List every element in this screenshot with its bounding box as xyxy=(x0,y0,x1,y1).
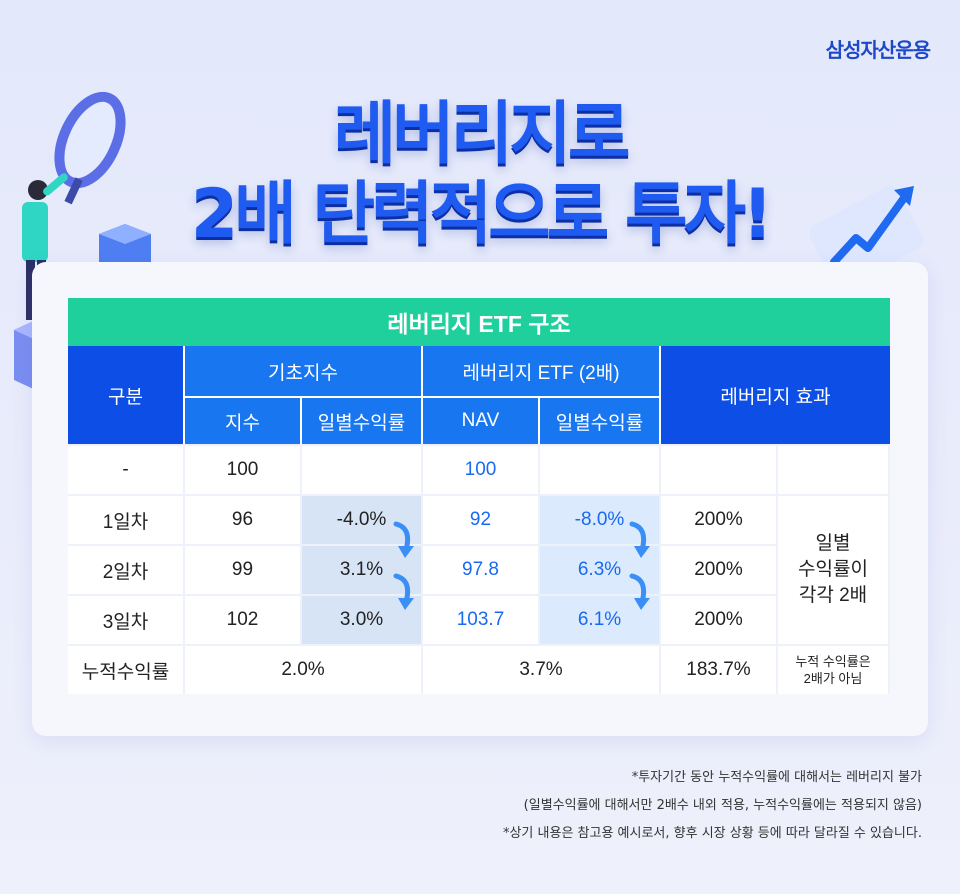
index-daily-return: 3.0% xyxy=(302,594,423,644)
effect-note-empty xyxy=(778,444,890,494)
row-label: 1일차 xyxy=(68,494,185,544)
header-daily-return-etf: 일별수익률 xyxy=(540,396,661,444)
headline-line1: 레버리지로 xyxy=(333,95,631,174)
footnote-3: *상기 내용은 참고용 예시로서, 향후 시장 상황 등에 따라 달라질 수 있… xyxy=(502,826,922,841)
cumulative-label: 누적수익률 xyxy=(68,644,185,694)
curved-arrow-icon xyxy=(393,521,414,558)
footnote-2: (일별수익률에 대해서만 2배수 내외 적용, 누적수익률에는 적용되지 않음) xyxy=(523,798,922,813)
index-daily-return: 3.1% xyxy=(302,544,423,594)
row-label: - xyxy=(68,444,185,494)
brand-logo: 삼성자산운용 xyxy=(825,38,931,62)
nav-value: 100 xyxy=(423,444,540,494)
curved-arrow-icon xyxy=(629,573,650,610)
table-row: - 100 100 xyxy=(68,444,890,494)
row-label: 3일차 xyxy=(68,594,185,644)
leverage-effect: 200% xyxy=(661,494,778,544)
daily-note-line: 수익률이 xyxy=(798,559,868,580)
headline-line2: 2배 탄력적으로 투자! xyxy=(190,175,773,254)
cumulative-etf: 3.7% xyxy=(423,644,661,694)
nav-daily-return xyxy=(540,444,661,494)
daily-note-line: 각각 2배 xyxy=(798,585,868,606)
footnote-1: *투자기간 동안 누적수익률에 대해서는 레버리지 불가 xyxy=(631,770,922,785)
leverage-effect: 200% xyxy=(661,544,778,594)
cumulative-effect: 183.7% xyxy=(661,644,778,694)
cumulative-note: 누적 수익률은 2배가 아님 xyxy=(778,644,890,694)
header-index: 지수 xyxy=(185,396,302,444)
leverage-effect: 200% xyxy=(661,594,778,644)
index-daily-return: -4.0% xyxy=(302,494,423,544)
nav-value: 103.7 xyxy=(423,594,540,644)
leverage-effect xyxy=(661,444,778,494)
daily-note-line: 일별 xyxy=(815,533,851,554)
index-value: 102 xyxy=(185,594,302,644)
index-value: 96 xyxy=(185,494,302,544)
header-daily-return: 일별수익률 xyxy=(302,396,423,444)
header-leverage-etf: 레버리지 ETF (2배) xyxy=(423,346,661,396)
curved-arrow-icon xyxy=(629,521,650,558)
nav-daily-return: 6.1% xyxy=(540,594,661,644)
table-title: 레버리지 ETF 구조 xyxy=(68,298,890,346)
header-leverage-effect: 레버리지 효과 xyxy=(661,346,890,444)
cumulative-note-line: 2배가 아님 xyxy=(803,671,863,686)
header-nav: NAV xyxy=(423,396,540,444)
daily-return-note: 일별 수익률이 각각 2배 xyxy=(778,494,890,644)
nav-value: 92 xyxy=(423,494,540,544)
table-row: 1일차 96 -4.0% 92 -8.0% 200% 일별 수익률이 각각 2배 xyxy=(68,494,890,644)
index-value: 100 xyxy=(185,444,302,494)
curved-arrow-icon xyxy=(393,573,414,610)
nav-value: 97.8 xyxy=(423,544,540,594)
index-daily-return xyxy=(302,444,423,494)
table-row: 3일차 102 3.0% 103.7 6.1% 200% xyxy=(68,594,890,644)
header-base-index: 기초지수 xyxy=(185,346,423,396)
row-label: 2일차 xyxy=(68,544,185,594)
cumulative-row: 누적수익률 2.0% 3.7% 183.7% 누적 수익률은 2배가 아님 xyxy=(68,644,890,694)
leverage-etf-table: 레버리지 ETF 구조 구분 기초지수 레버리지 ETF (2배) 레버리지 효… xyxy=(68,298,890,694)
cumulative-index: 2.0% xyxy=(185,644,423,694)
index-value: 99 xyxy=(185,544,302,594)
table-row: 2일차 99 3.1% 97.8 6.3% 200% xyxy=(68,544,890,594)
header-category: 구분 xyxy=(68,346,185,444)
cumulative-note-line: 누적 수익률은 xyxy=(795,654,871,669)
